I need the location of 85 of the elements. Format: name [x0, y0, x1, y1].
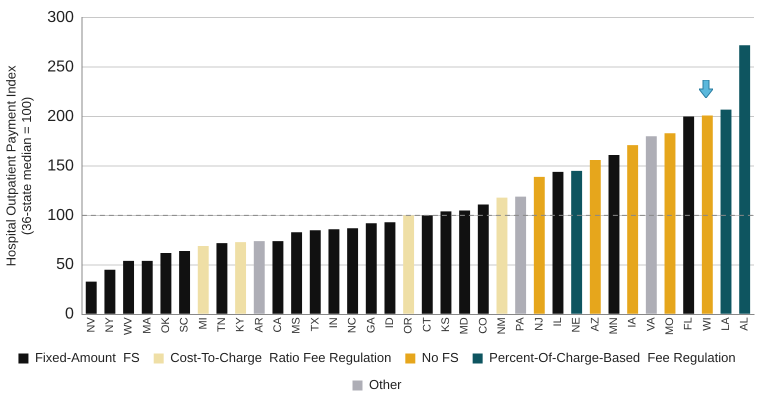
- x-tick-label: AR: [253, 317, 266, 333]
- x-tick-label: MD: [458, 317, 471, 334]
- x-tick-label: OR: [402, 317, 415, 334]
- x-tick-label: NE: [570, 317, 583, 333]
- x-tick-label: PA: [514, 316, 527, 332]
- bar: [720, 110, 732, 314]
- x-tick-label: NM: [496, 317, 508, 334]
- bar: [664, 133, 676, 314]
- x-tick-label: KY: [234, 316, 247, 332]
- x-tick-label: SC: [178, 317, 191, 333]
- y-tick-label: 100: [47, 206, 74, 224]
- x-tick-label: IL: [552, 317, 564, 326]
- bar: [198, 246, 209, 314]
- bar: [571, 170, 582, 314]
- x-tick-label: CA: [272, 316, 284, 333]
- legend-label: Fixed-Amount FS: [34, 350, 140, 366]
- bar: [590, 160, 601, 314]
- bar: [216, 243, 228, 314]
- bar: [235, 242, 246, 314]
- bar: [702, 116, 713, 314]
- x-tick-label: GA: [365, 316, 378, 334]
- y-tick-label: 0: [64, 306, 74, 323]
- bar: [254, 241, 265, 314]
- bar: [646, 136, 657, 314]
- legend-label: Cost-To-Charge Ratio Fee Regulation: [170, 350, 392, 366]
- bar: [366, 223, 377, 314]
- bar: [683, 116, 694, 314]
- x-tick-label: ID: [384, 317, 396, 328]
- bar: [328, 229, 340, 314]
- y-tick-label: 200: [47, 108, 74, 125]
- legend-label: Percent-Of-Charge-Based Fee Regulation: [489, 350, 736, 366]
- bar: [552, 172, 564, 314]
- bar: [608, 155, 620, 314]
- x-tick-label: MN: [608, 317, 620, 334]
- bar: [160, 252, 172, 314]
- bar: [440, 211, 452, 314]
- x-tick-label: NY: [104, 316, 116, 333]
- bar: [104, 270, 116, 314]
- bar: [739, 45, 750, 314]
- bar: [291, 232, 302, 314]
- x-tick-label: LA: [720, 316, 732, 331]
- x-tick-label: AZ: [589, 317, 602, 332]
- x-tick-label: IN: [328, 317, 340, 328]
- bar: [534, 176, 545, 314]
- x-tick-label: OK: [160, 316, 172, 334]
- bar: [86, 282, 97, 314]
- x-tick-label: MA: [141, 316, 154, 334]
- bar: [515, 196, 526, 314]
- y-tick-label: 150: [47, 157, 74, 174]
- x-tick-label: FL: [682, 317, 695, 330]
- bar: [384, 222, 396, 314]
- bar: [179, 250, 190, 314]
- x-tick-label: TN: [216, 317, 228, 332]
- x-tick-label: NJ: [533, 317, 546, 331]
- x-tick-label: KS: [440, 317, 452, 332]
- bar: [123, 260, 134, 314]
- x-tick-label: TX: [309, 316, 322, 332]
- x-tick-label: NV: [85, 316, 98, 333]
- legend-label: Other: [368, 377, 402, 392]
- bar: [478, 204, 489, 314]
- x-tick-label: MO: [664, 316, 676, 336]
- x-tick-label: VA: [645, 316, 658, 332]
- x-tick-label: MI: [197, 317, 210, 330]
- bar: [627, 145, 638, 314]
- x-tick-label: WI: [701, 317, 714, 331]
- bar: [422, 215, 433, 314]
- y-tick-label: 50: [56, 256, 74, 274]
- bar: [403, 215, 414, 314]
- x-tick-label: NC: [346, 317, 359, 334]
- x-tick-label: IA: [626, 316, 639, 328]
- bar: [310, 230, 321, 314]
- bar: [347, 228, 358, 314]
- x-tick-label: CO: [477, 316, 490, 334]
- x-tick-label: AL: [738, 317, 751, 331]
- y-tick-label: 300: [47, 9, 74, 26]
- bar: [459, 210, 470, 314]
- y-tick-label: 250: [47, 58, 74, 76]
- x-tick-label: MS: [290, 317, 303, 334]
- bar: [272, 241, 284, 314]
- legend-label: No FS: [422, 350, 459, 366]
- bar: [496, 198, 508, 314]
- x-tick-label: CT: [421, 317, 434, 332]
- bar: [142, 260, 153, 314]
- x-tick-label: WV: [122, 316, 135, 336]
- y-axis-title: Hospital Outpatient Payment Index (36-state median = 100): [3, 64, 34, 266]
